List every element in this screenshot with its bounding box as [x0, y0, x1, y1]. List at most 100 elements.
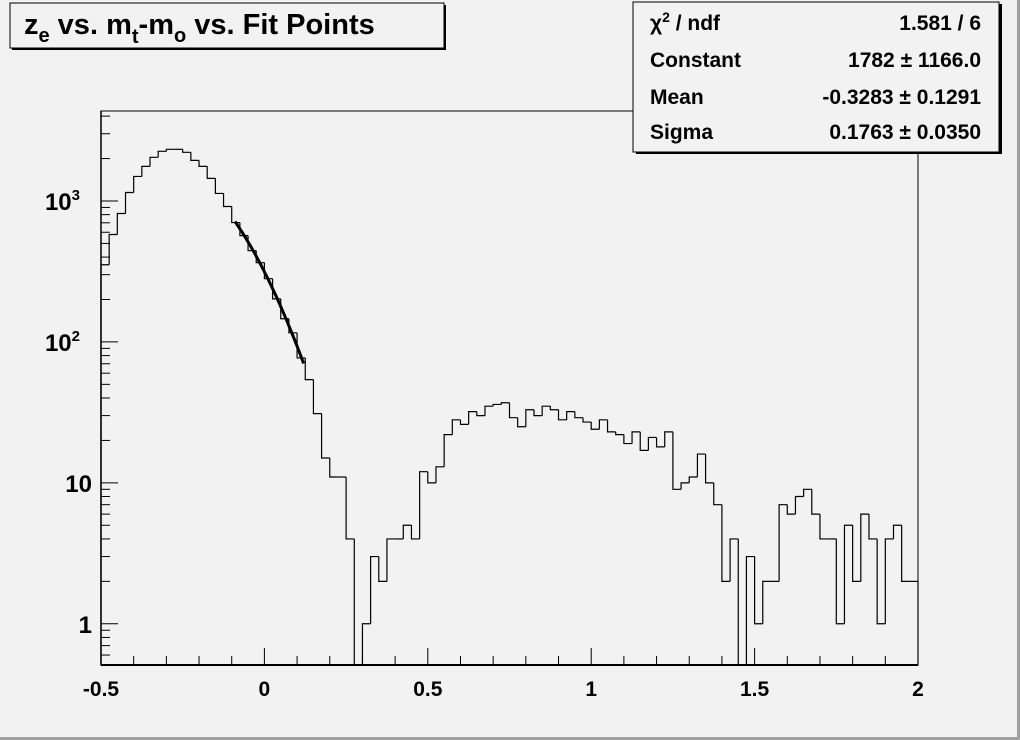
histogram-bin [615, 431, 624, 436]
histogram-bin [304, 357, 314, 381]
x-tick-label: -0.5 [83, 678, 120, 701]
histogram-bin [410, 525, 420, 540]
histogram-bin [370, 555, 379, 624]
histogram-bin [541, 405, 551, 416]
histogram-bin [427, 471, 436, 484]
histogram-bin [206, 166, 216, 180]
title-box: ze vs. mt-mo vs. Fit Points [9, 2, 446, 50]
histogram-bin [631, 431, 641, 444]
x-tick-label: 2 [912, 678, 924, 701]
histogram-bin [214, 178, 224, 195]
y-tick-label: 1 [79, 612, 92, 639]
histogram-bin [451, 419, 461, 435]
histogram-bin [745, 555, 755, 665]
histogram-bin [843, 524, 853, 624]
histogram-bin [263, 262, 273, 280]
histogram-bin [623, 434, 633, 445]
histogram-bin [696, 453, 706, 478]
stat-label-sigma: Sigma [650, 121, 713, 144]
histogram-bin [819, 514, 829, 540]
histogram-bin [329, 458, 338, 478]
histogram-bin [361, 623, 371, 665]
y-tick-label: 102 [45, 328, 80, 357]
y-tick-label: 10 [65, 471, 92, 498]
histogram-bin [149, 156, 159, 167]
histogram-bin [672, 431, 682, 490]
histogram-bin [794, 495, 804, 515]
histogram-bin [133, 175, 142, 193]
histogram-bin [549, 406, 559, 411]
histogram-bin [574, 411, 584, 419]
histogram-bin [868, 514, 878, 540]
histogram-bin [721, 504, 731, 582]
histogram-bin [729, 538, 739, 582]
x-tick-label: 1 [585, 678, 597, 701]
histogram-bin [582, 417, 592, 423]
stat-label-chi2: χ2 / ndf [650, 9, 721, 35]
histogram-bin [108, 233, 118, 265]
histogram-bin [647, 436, 657, 451]
histogram-bin [484, 405, 494, 416]
histogram-bin [786, 504, 796, 515]
histogram-bin [566, 411, 575, 420]
histogram-bin [704, 454, 714, 484]
histogram-bin [190, 152, 200, 161]
histogram-bin [852, 525, 861, 582]
stat-value-constant: 1782 ± 1166.0 [848, 49, 981, 72]
histogram-bin [435, 466, 445, 483]
y-axis: 1 10 102 103 [45, 111, 118, 665]
chart-title: ze vs. mt-mo vs. Fit Points [24, 9, 375, 48]
histogram-bin [598, 419, 608, 430]
histogram-bin [835, 538, 845, 625]
histogram-bin [320, 413, 330, 459]
histogram-bin [876, 538, 886, 625]
plot-frame [100, 110, 919, 666]
histogram-bin [459, 419, 469, 425]
stat-value-chi2: 1.581 / 6 [899, 12, 981, 35]
stat-value-mean: -0.3283 ± 0.1291 [822, 86, 981, 109]
histogram-bin [517, 417, 526, 428]
histogram-bin [590, 422, 600, 430]
histogram-bin [901, 525, 910, 582]
stat-value-sigma: 0.1763 ± 0.0350 [829, 121, 981, 144]
y-tick-label: 103 [45, 187, 80, 216]
x-tick-label: 0 [259, 678, 271, 701]
histogram-bin [124, 191, 134, 214]
x-tick-label: 0.5 [413, 678, 443, 701]
stat-label-mean: Mean [650, 86, 704, 109]
histogram-bin [443, 433, 453, 467]
histogram-bin [386, 538, 396, 582]
histogram-bin [655, 437, 665, 448]
histogram-bin [116, 212, 126, 235]
histogram-bin [884, 538, 894, 624]
histogram-bin [811, 489, 820, 515]
histogram-bin [419, 471, 428, 539]
histogram-bin [778, 504, 788, 582]
histogram-bin [198, 160, 208, 167]
histogram-bin [680, 482, 690, 490]
histogram-bin [606, 419, 616, 433]
histogram-bin [754, 556, 763, 625]
histogram-bin [892, 524, 902, 539]
histogram-bin [222, 193, 232, 208]
histogram-bin [165, 148, 175, 152]
histogram-bin [688, 476, 698, 483]
fit-curve [233, 220, 306, 365]
histogram-bin [860, 513, 869, 582]
histogram-bin [508, 402, 518, 419]
histogram-bin [468, 411, 477, 425]
histogram-bin [312, 379, 322, 415]
histogram-bin [533, 409, 543, 417]
fit-stats-box: χ2 / ndf 1.581 / 6 Constant 1782 ± 1166.… [632, 1, 1002, 154]
histogram-bin [141, 165, 151, 177]
x-axis: -0.5 0 0.5 1 1.5 2 [83, 648, 924, 701]
histogram-bin [345, 477, 355, 540]
histogram-bin [713, 482, 722, 506]
histogram-bin [157, 150, 167, 158]
histogram-bin [492, 403, 502, 407]
histogram-bin [664, 431, 673, 447]
histogram-bin [500, 402, 510, 405]
histogram-bin [639, 431, 649, 451]
